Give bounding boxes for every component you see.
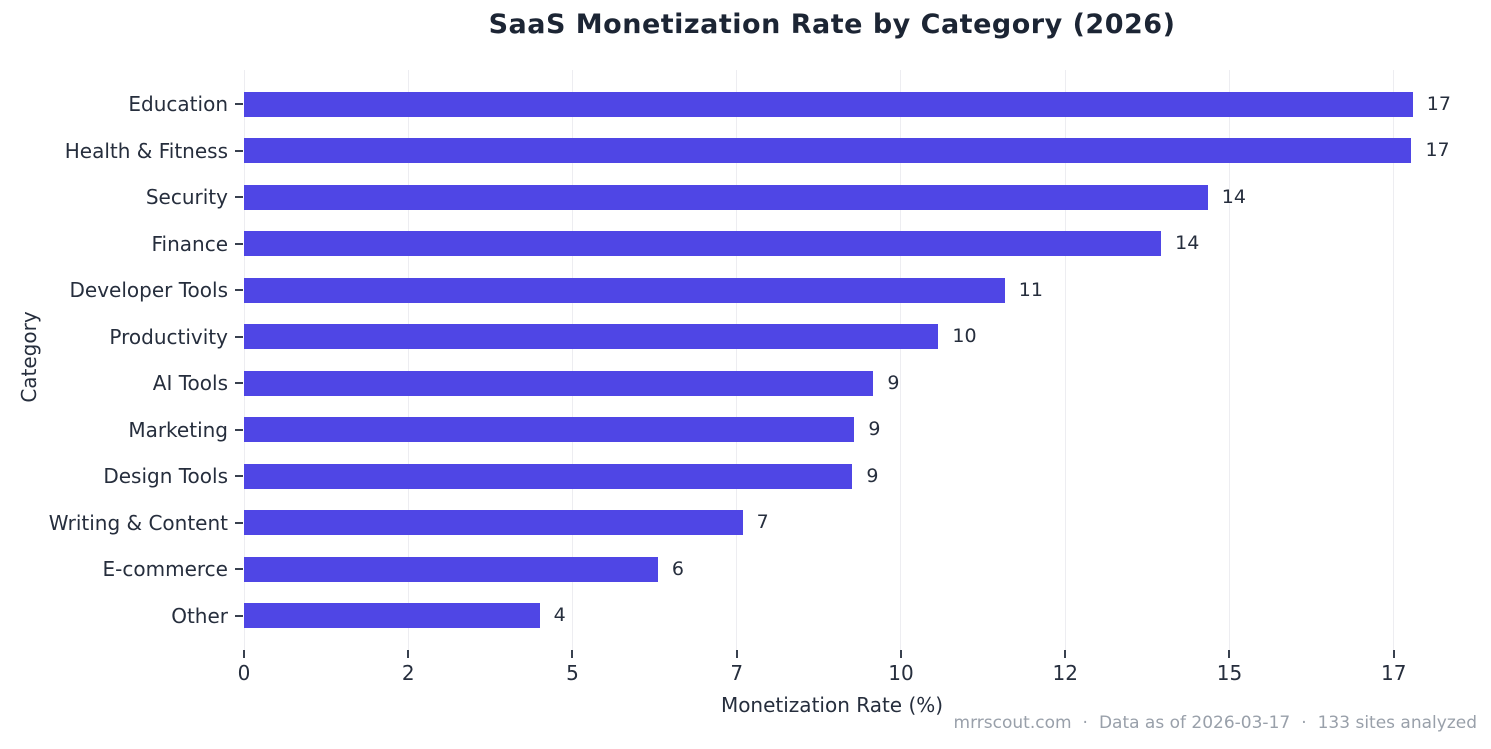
bar-value-label: 6 — [671, 557, 684, 580]
bar-value-label: 14 — [1175, 232, 1200, 255]
bar — [244, 556, 658, 582]
x-tick-mark — [243, 650, 245, 658]
y-tick-mark — [235, 521, 243, 524]
y-tick-mark — [235, 196, 243, 199]
x-tick-label: 2 — [401, 661, 415, 685]
y-tick-mark — [235, 568, 243, 571]
x-tick-mark — [899, 650, 902, 658]
bar-value-label: 9 — [866, 464, 879, 487]
category-label: Finance — [151, 231, 228, 256]
source-part: Data as of 2026-03-17 — [1098, 713, 1291, 733]
source-separator: · — [1082, 713, 1088, 733]
bar-value-label: 17 — [1425, 139, 1450, 162]
x-tick-mark — [1064, 650, 1067, 658]
category-label: Design Tools — [103, 464, 228, 489]
bar-value-label: 14 — [1221, 185, 1246, 208]
category-label: Education — [128, 92, 228, 117]
x-tick-mark — [407, 650, 410, 658]
y-tick-mark — [235, 289, 243, 292]
x-tick-label: 15 — [1216, 661, 1243, 685]
category-label: E-commerce — [102, 557, 228, 582]
bar — [244, 324, 939, 350]
category-label: Productivity — [109, 324, 228, 349]
source-attribution: mrrscout.com · Data as of 2026-03-17 · 133 s… — [954, 713, 1477, 733]
gridline — [243, 70, 245, 650]
gridline — [571, 70, 573, 650]
category-label: Marketing — [128, 417, 228, 442]
gridline — [1064, 70, 1066, 650]
x-tick-mark — [735, 650, 738, 658]
bar — [244, 463, 853, 489]
bar — [244, 603, 540, 629]
category-label: Security — [145, 185, 228, 210]
source-separator: · — [1301, 713, 1307, 733]
bar-value-label: 9 — [868, 418, 881, 441]
y-tick-mark — [235, 475, 243, 478]
y-tick-mark — [235, 614, 243, 617]
category-label: Developer Tools — [69, 278, 229, 303]
category-label: Other — [171, 603, 228, 628]
bar — [244, 91, 1413, 117]
bar-value-label: 10 — [952, 325, 977, 348]
category-label: AI Tools — [152, 371, 228, 396]
bar — [244, 138, 1412, 164]
x-tick-mark — [1392, 650, 1395, 658]
bar — [244, 417, 855, 443]
bar-value-label: 4 — [553, 604, 566, 627]
category-label: Health & Fitness — [64, 138, 228, 163]
x-tick-label: 17 — [1380, 661, 1407, 685]
gridline — [407, 70, 409, 650]
bar — [244, 231, 1162, 257]
plot-area: 17 17 14 14 11 10 9 9 9 7 6 4 — [243, 70, 1451, 650]
source-part: 133 sites analyzed — [1317, 713, 1477, 733]
x-tick-label: 12 — [1052, 661, 1078, 685]
gridline — [1228, 70, 1230, 650]
y-tick-mark — [235, 149, 243, 152]
bar-value-label: 9 — [887, 371, 900, 394]
bar-value-label: 7 — [756, 511, 769, 534]
gridline — [1393, 70, 1395, 650]
category-label: Writing & Content — [48, 510, 228, 535]
source-part: mrrscout.com — [953, 713, 1072, 733]
y-tick-mark — [235, 103, 243, 106]
y-tick-mark — [235, 335, 243, 338]
x-axis-title: Monetization Rate (%) — [720, 693, 944, 717]
bar — [244, 510, 743, 536]
bar — [244, 277, 1005, 303]
gridline — [736, 70, 738, 650]
bar-value-label: 17 — [1426, 92, 1451, 115]
x-tick-label: 10 — [888, 661, 914, 685]
bar — [244, 370, 874, 396]
x-tick-mark — [1228, 650, 1231, 658]
y-tick-mark — [235, 382, 243, 385]
x-tick-label: 5 — [566, 661, 579, 685]
bar-value-label: 11 — [1018, 278, 1043, 301]
chart-title: SaaS Monetization Rate by Category (2026… — [488, 9, 1176, 40]
x-tick-label: 7 — [730, 661, 744, 685]
x-tick-mark — [571, 650, 574, 658]
y-tick-mark — [235, 242, 243, 245]
y-tick-mark — [235, 428, 243, 431]
x-tick-label: 0 — [237, 661, 251, 685]
bar — [244, 184, 1208, 210]
gridline — [900, 70, 902, 650]
